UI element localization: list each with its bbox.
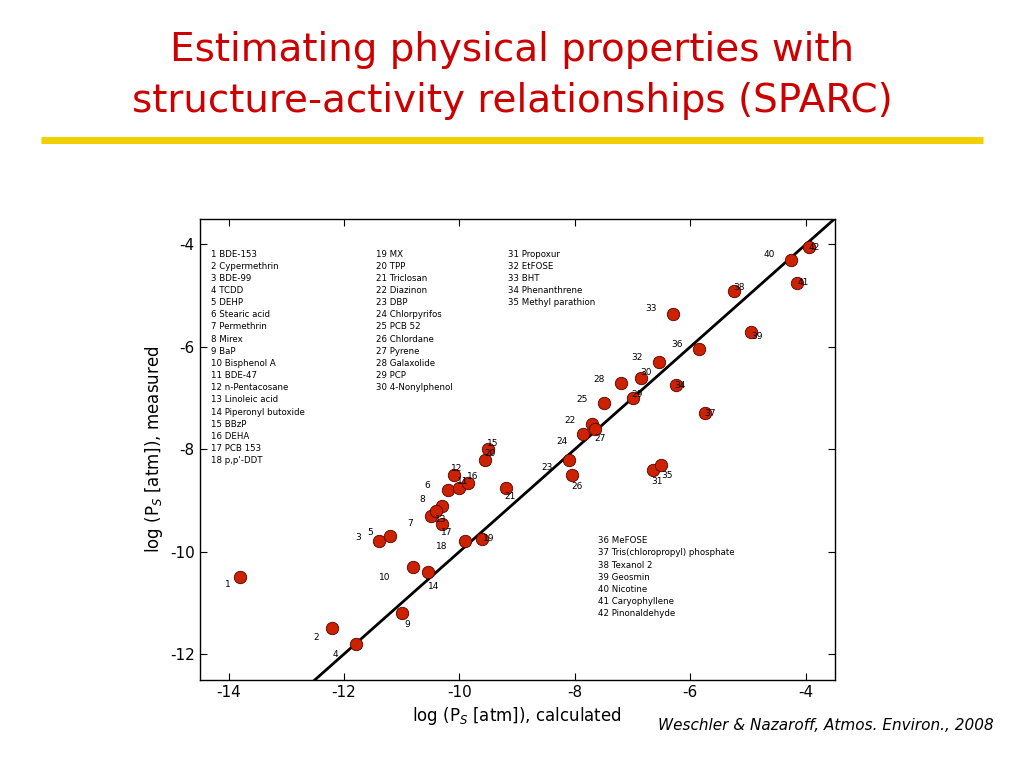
Point	[801, 241, 817, 253]
Point	[633, 372, 649, 384]
Text: 17: 17	[441, 528, 453, 538]
Text: 9: 9	[404, 620, 411, 629]
Text: 19 MX
20 TPP
21 Triclosan
22 Diazinon
23 DBP
24 Chlorpyrifos
25 PCB 52
26 Chlord: 19 MX 20 TPP 21 Triclosan 22 Diazinon 23…	[376, 250, 453, 392]
Point	[691, 343, 708, 356]
Y-axis label: log (P$_S$ [atm]), measured: log (P$_S$ [atm]), measured	[142, 346, 165, 553]
Text: 20: 20	[484, 449, 496, 458]
Text: 11: 11	[457, 477, 468, 486]
Text: 34: 34	[675, 381, 686, 390]
Point	[644, 464, 660, 476]
Point	[650, 356, 667, 369]
Text: 39: 39	[751, 332, 763, 341]
Point	[422, 510, 438, 522]
Point	[439, 484, 456, 496]
Point	[445, 468, 462, 481]
X-axis label: log (P$_S$ [atm]), calculated: log (P$_S$ [atm]), calculated	[413, 705, 622, 727]
Text: 18: 18	[436, 542, 447, 551]
Point	[665, 307, 681, 319]
Text: 2: 2	[313, 633, 319, 642]
Point	[420, 566, 436, 578]
Text: 42: 42	[809, 243, 820, 252]
Point	[668, 379, 684, 392]
Point	[788, 276, 805, 289]
Point	[406, 561, 422, 573]
Point	[596, 397, 612, 409]
Text: 24: 24	[556, 437, 567, 446]
Text: 35: 35	[662, 472, 673, 481]
Text: Estimating physical properties with: Estimating physical properties with	[170, 31, 854, 69]
Text: 31: 31	[651, 476, 664, 485]
Point	[452, 482, 468, 494]
Point	[587, 422, 603, 435]
Text: 37: 37	[705, 409, 716, 418]
Point	[231, 571, 248, 584]
Text: 30: 30	[640, 368, 651, 377]
Text: 8: 8	[419, 495, 425, 504]
Text: 32: 32	[631, 353, 642, 362]
Point	[460, 476, 476, 488]
Text: 23: 23	[542, 462, 553, 472]
Text: 10: 10	[379, 573, 390, 582]
Text: 6: 6	[425, 481, 430, 490]
Point	[457, 535, 473, 548]
Text: 28: 28	[593, 375, 605, 384]
Text: 4: 4	[333, 650, 338, 659]
Point	[575, 428, 592, 440]
Text: 33: 33	[645, 304, 656, 313]
Point	[696, 407, 713, 419]
Point	[561, 453, 578, 465]
Text: 5: 5	[367, 528, 373, 538]
Text: 38: 38	[733, 283, 745, 293]
Text: 1: 1	[224, 581, 230, 590]
Point	[625, 392, 641, 404]
Text: 1 BDE-153
2 Cypermethrin
3 BDE-99
4 TCDD
5 DEHP
6 Stearic acid
7 Permethrin
8 Mi: 1 BDE-153 2 Cypermethrin 3 BDE-99 4 TCDD…	[211, 250, 305, 465]
Point	[480, 443, 497, 455]
Text: 3: 3	[355, 533, 361, 542]
Point	[474, 533, 490, 545]
Text: 7: 7	[408, 519, 414, 528]
Point	[477, 453, 494, 465]
Text: 13: 13	[435, 515, 446, 525]
Text: 22: 22	[564, 415, 575, 425]
Text: 19: 19	[482, 535, 494, 544]
Point	[783, 253, 800, 266]
Point	[498, 482, 514, 494]
Text: 12: 12	[451, 464, 462, 473]
Point	[584, 418, 600, 430]
Text: 36 MeFOSE
37 Tris(chloropropyl) phosphate
38 Texanol 2
39 Geosmin
40 Nicotine
41: 36 MeFOSE 37 Tris(chloropropyl) phosphat…	[598, 536, 734, 618]
Point	[325, 622, 341, 634]
Point	[612, 376, 629, 389]
Text: 27: 27	[594, 433, 605, 442]
Point	[347, 637, 364, 650]
Text: 29: 29	[632, 390, 643, 399]
Text: 14: 14	[428, 582, 439, 591]
Point	[434, 518, 451, 530]
Point	[564, 468, 581, 481]
Point	[371, 535, 387, 548]
Text: 36: 36	[672, 339, 683, 349]
Point	[725, 284, 741, 296]
Point	[382, 530, 398, 542]
Point	[653, 458, 670, 471]
Text: 31 Propoxur
32 EtFOSE
33 BHT
34 Phenanthrene
35 Methyl parathion: 31 Propoxur 32 EtFOSE 33 BHT 34 Phenanth…	[509, 250, 596, 307]
Text: Weschler & Nazaroff, Atmos. Environ., 2008: Weschler & Nazaroff, Atmos. Environ., 20…	[657, 718, 993, 733]
Text: 40: 40	[764, 250, 775, 260]
Point	[393, 607, 410, 619]
Text: 25: 25	[577, 395, 588, 404]
Text: structure-activity relationships (SPARC): structure-activity relationships (SPARC)	[132, 82, 892, 121]
Text: 15: 15	[487, 439, 499, 448]
Text: 21: 21	[505, 492, 516, 502]
Point	[742, 326, 759, 338]
Text: 26: 26	[571, 482, 583, 491]
Text: 16: 16	[467, 472, 478, 481]
Text: 41: 41	[797, 278, 809, 287]
Point	[434, 499, 451, 511]
Point	[428, 505, 444, 517]
